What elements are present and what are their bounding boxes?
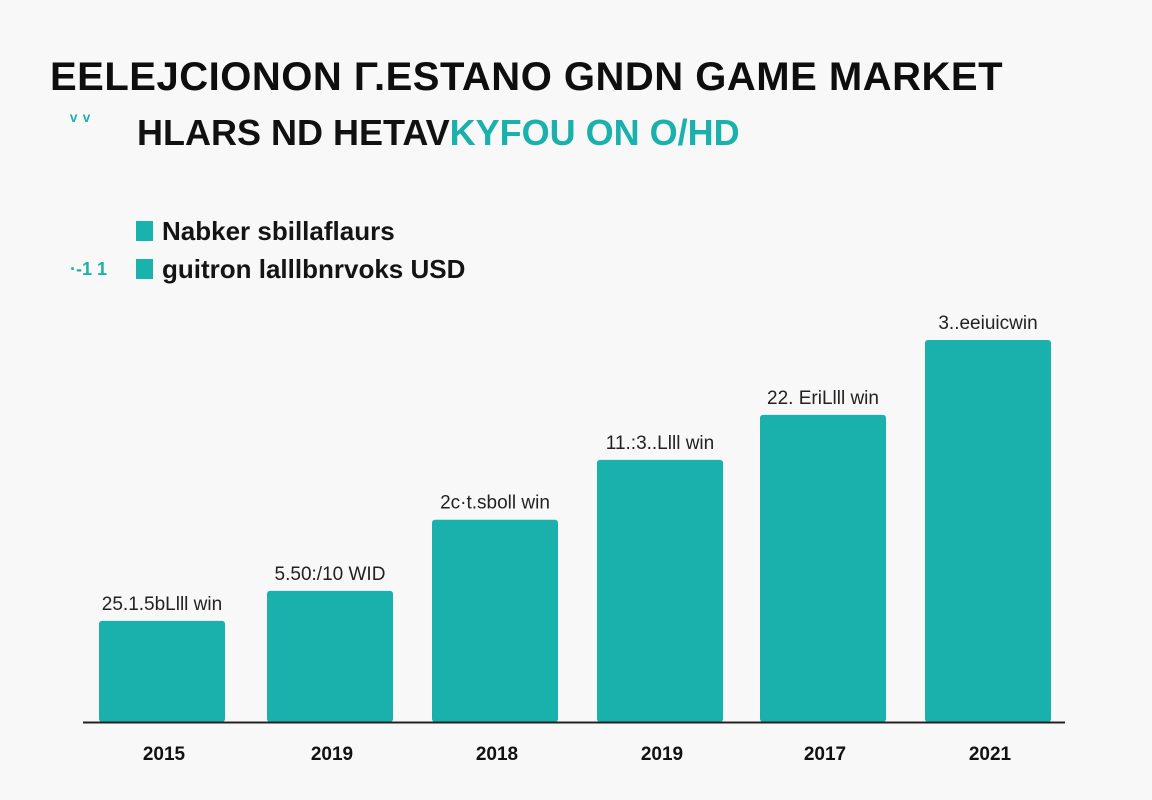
bar: [99, 620, 225, 722]
bar-value-label: 5.50:/10 WID: [275, 564, 386, 585]
bar-value-label: 3..eeiuicwin: [938, 313, 1037, 334]
bar: [760, 414, 886, 722]
bar: [432, 519, 558, 722]
bar-value-label: 2c·t.sboll win: [440, 493, 550, 514]
legend-swatch: [136, 259, 153, 279]
legend-item: ·‑1 1 guitron lalllbnrvoks USD: [70, 250, 465, 288]
bar: [925, 339, 1051, 722]
x-tick-label: 2019: [641, 744, 683, 765]
x-tick-label: 2019: [311, 744, 353, 765]
subtitle-accent-part: KYFOU ON O/HD: [449, 112, 740, 153]
subtitle-mark: ᵛ ᵛ: [70, 110, 91, 132]
x-tick-label: 2017: [804, 744, 846, 765]
x-tick-label: 2021: [969, 744, 1012, 765]
x-tick-label: 2015: [143, 744, 186, 765]
bar-value-label: 22. EriLlll win: [767, 388, 879, 409]
legend-label: Nabker sbillaflaurs: [162, 215, 395, 246]
chart-title: EELEJCIONON Γ.ESTANO GNDN GAME MARKET: [50, 55, 1004, 99]
bar-value-label: 11.:3..Llll win: [606, 433, 714, 454]
legend-marker: ·‑1 1: [70, 258, 108, 279]
bar: [267, 590, 393, 722]
legend: Nabker sbillaflaurs ·‑1 1 guitron lalllb…: [70, 212, 465, 288]
chart-subtitle: HLARS ND HETAVKYFOU ON O/HD: [137, 112, 740, 154]
legend-swatch: [136, 221, 153, 241]
legend-item: Nabker sbillaflaurs: [70, 212, 465, 250]
bar-value-label: 25.1.5bLlll win: [102, 594, 222, 615]
legend-label: guitron lalllbnrvoks USD: [162, 253, 466, 284]
x-tick-label: 2018: [476, 744, 518, 765]
bar: [597, 459, 723, 722]
subtitle-dark-part: HLARS ND HETAV: [137, 112, 450, 153]
